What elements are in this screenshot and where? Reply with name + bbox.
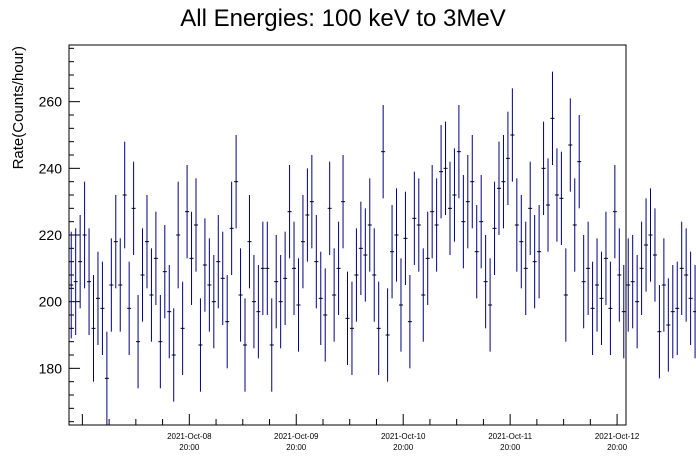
chart-title: All Energies: 100 keV to 3MeV xyxy=(180,5,506,32)
y-axis: 180 200 220 240 260 xyxy=(39,47,80,423)
y-tick-label: 220 xyxy=(39,227,63,243)
data-series xyxy=(69,71,696,425)
y-tick-label: 240 xyxy=(39,160,63,176)
y-axis-label: Rate(Counts/hour) xyxy=(10,46,27,169)
x-axis: 2021-Oct-08 20:00 2021-Oct-09 20:00 2021-Oct… xyxy=(81,414,640,452)
y-tick-label: 180 xyxy=(39,360,63,376)
x-tick-label-date: 2021-Oct-09 xyxy=(274,432,319,441)
x-tick-label-date: 2021-Oct-12 xyxy=(595,432,640,441)
x-tick-label-date: 2021-Oct-11 xyxy=(488,432,532,441)
y-tick-label: 200 xyxy=(39,294,63,310)
x-tick-label-time: 20:00 xyxy=(286,443,307,452)
x-tick-label-time: 20:00 xyxy=(607,443,628,452)
x-tick-label-time: 20:00 xyxy=(500,443,521,452)
x-tick-label-date: 2021-Oct-10 xyxy=(381,432,426,441)
y-tick-label: 260 xyxy=(39,94,63,110)
x-tick-label-time: 20:00 xyxy=(179,443,200,452)
x-tick-label-time: 20:00 xyxy=(393,443,414,452)
x-tick-label-date: 2021-Oct-08 xyxy=(167,432,212,441)
